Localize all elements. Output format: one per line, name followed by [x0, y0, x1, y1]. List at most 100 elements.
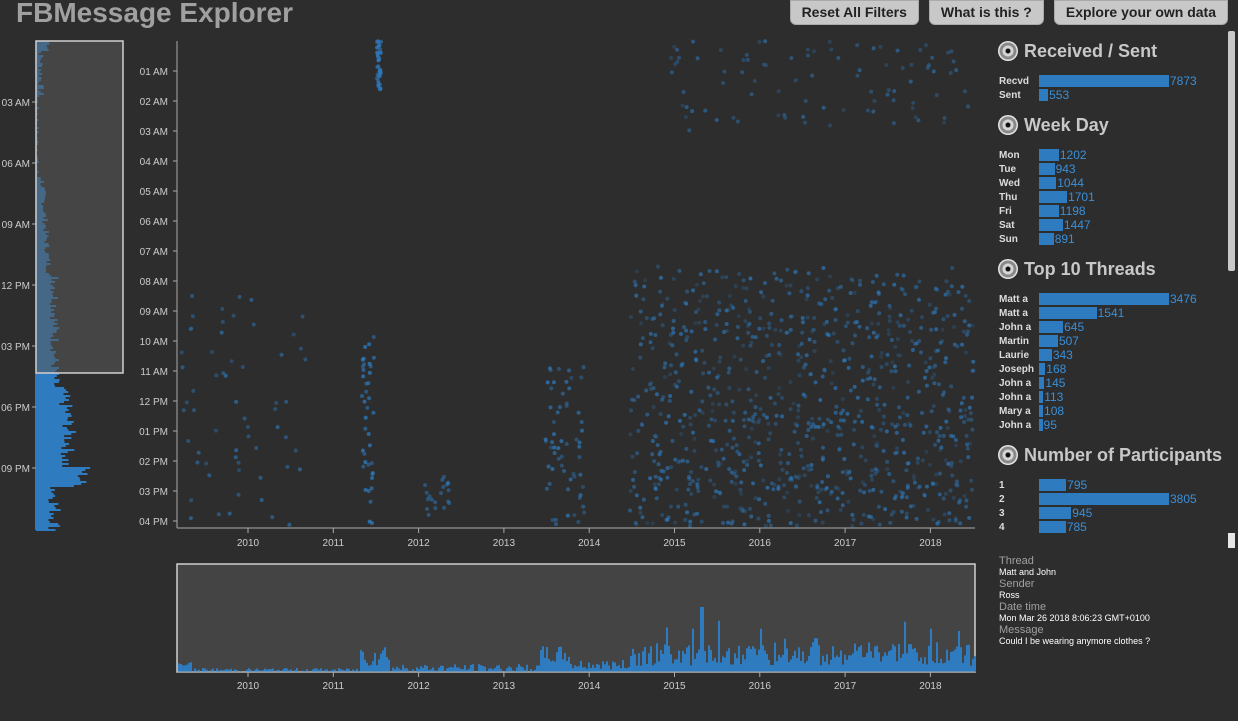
filter-row[interactable]: Recvd 7873: [992, 74, 1224, 88]
timeline-bar: [856, 650, 858, 672]
reset-filters-button[interactable]: Reset All Filters: [789, 0, 919, 25]
message-dot: [870, 477, 875, 482]
filter-row[interactable]: 1 795: [992, 478, 1224, 492]
filter-section-header[interactable]: Top 10 Threads: [992, 254, 1224, 284]
message-label: Message: [999, 624, 1044, 636]
message-dot: [939, 445, 944, 450]
message-dot: [293, 448, 298, 453]
filter-row[interactable]: Sat 1447: [992, 218, 1224, 232]
message-dot: [557, 405, 562, 410]
filter-section-header[interactable]: Week Day: [992, 110, 1224, 140]
filter-row[interactable]: Joseph 168: [992, 362, 1224, 376]
hour-brush-selection[interactable]: [35, 40, 124, 374]
hour-bar: [36, 457, 63, 459]
filter-row[interactable]: John a 113: [992, 390, 1224, 404]
message-dot: [797, 512, 802, 517]
message-dot: [837, 426, 842, 431]
filter-row[interactable]: John a 645: [992, 320, 1224, 334]
filter-row-label: Laurie: [999, 349, 1030, 361]
filter-row-label: Sat: [999, 219, 1015, 231]
timeline-histogram[interactable]: 2010 2011 2012 2013 2014 2015 2016 2017 2018: [130, 556, 980, 696]
filter-section-title: Number of Participants: [1024, 444, 1223, 465]
filter-row[interactable]: Sent 553: [992, 88, 1224, 102]
timeline-bar: [456, 667, 458, 672]
timeline-bar: [190, 662, 192, 672]
timeline-bar: [612, 661, 614, 672]
message-dot: [673, 62, 678, 67]
filter-row-bar: [1039, 335, 1058, 347]
message-dot: [951, 59, 956, 64]
message-dot: [730, 519, 735, 524]
filter-row[interactable]: 4 785: [992, 520, 1224, 534]
filter-section-header[interactable]: Received / Sent: [992, 36, 1224, 66]
filter-row[interactable]: John a 95: [992, 418, 1224, 432]
timeline-bar: [556, 652, 558, 672]
message-dot: [711, 439, 716, 444]
message-dot: [900, 491, 905, 496]
explore-own-data-button[interactable]: Explore your own data: [1053, 0, 1228, 25]
filter-row[interactable]: John a 145: [992, 376, 1224, 390]
message-dot: [744, 367, 749, 372]
hour-bar: [36, 399, 69, 401]
filter-row[interactable]: Tue 943: [992, 162, 1224, 176]
message-dot: [909, 338, 914, 343]
message-dot: [820, 480, 825, 485]
message-dot: [738, 357, 743, 362]
message-dot: [757, 40, 762, 45]
message-dot: [734, 443, 739, 448]
message-dot: [654, 434, 659, 439]
message-dot: [839, 411, 844, 416]
message-dot: [887, 471, 892, 476]
filter-section-header[interactable]: Number of Participants: [992, 440, 1224, 470]
message-dot: [862, 490, 867, 495]
message-dot: [964, 504, 969, 509]
message-dot: [893, 494, 898, 499]
timeline-bar: [434, 670, 436, 672]
filter-row-value: 943: [1055, 162, 1076, 176]
timeline-bar: [574, 665, 576, 672]
message-dot: [898, 353, 903, 358]
filter-row[interactable]: Wed 1044: [992, 176, 1224, 190]
hour-bar: [36, 377, 55, 379]
message-dot: [926, 507, 931, 512]
message-dot: [366, 488, 371, 493]
timeline-bar: [808, 655, 810, 672]
message-dot: [581, 365, 586, 370]
message-dot: [581, 484, 586, 489]
message-dot: [949, 460, 954, 465]
message-dot: [852, 384, 857, 389]
timeline-bar: [198, 669, 200, 672]
timeline-bar: [182, 665, 184, 672]
message-dot: [787, 452, 792, 457]
filter-row[interactable]: Thu 1701: [992, 190, 1224, 204]
message-dot: [963, 293, 968, 298]
message-dot: [650, 439, 655, 444]
filter-row[interactable]: 2 3805: [992, 492, 1224, 506]
filter-row[interactable]: Matt a 1541: [992, 306, 1224, 320]
message-dot: [830, 371, 835, 376]
message-dot: [204, 461, 209, 466]
filter-row[interactable]: Martin 507: [992, 334, 1224, 348]
hour-bar: [36, 389, 66, 391]
filter-row[interactable]: Matt a 3476: [992, 292, 1224, 306]
message-dot: [707, 269, 712, 274]
timeline-bar: [648, 653, 650, 672]
timeline-bar: [640, 665, 642, 672]
message-dot: [631, 477, 636, 482]
what-is-this-button[interactable]: What is this ?: [928, 0, 1044, 25]
timeline-bar: [388, 659, 390, 672]
message-dot: [739, 491, 744, 496]
filter-row[interactable]: Mary a 108: [992, 404, 1224, 418]
filter-row[interactable]: Laurie 343: [992, 348, 1224, 362]
filter-row[interactable]: Sun 891: [992, 232, 1224, 246]
filter-row[interactable]: Mon 1202: [992, 148, 1224, 162]
message-dot: [207, 473, 212, 478]
panel-scrollbar[interactable]: [1228, 31, 1235, 271]
filter-row[interactable]: Fri 1198: [992, 204, 1224, 218]
message-dot: [800, 315, 805, 320]
filter-row[interactable]: 3 945: [992, 506, 1224, 520]
panel-scrollbar-bottom[interactable]: [1228, 533, 1235, 548]
